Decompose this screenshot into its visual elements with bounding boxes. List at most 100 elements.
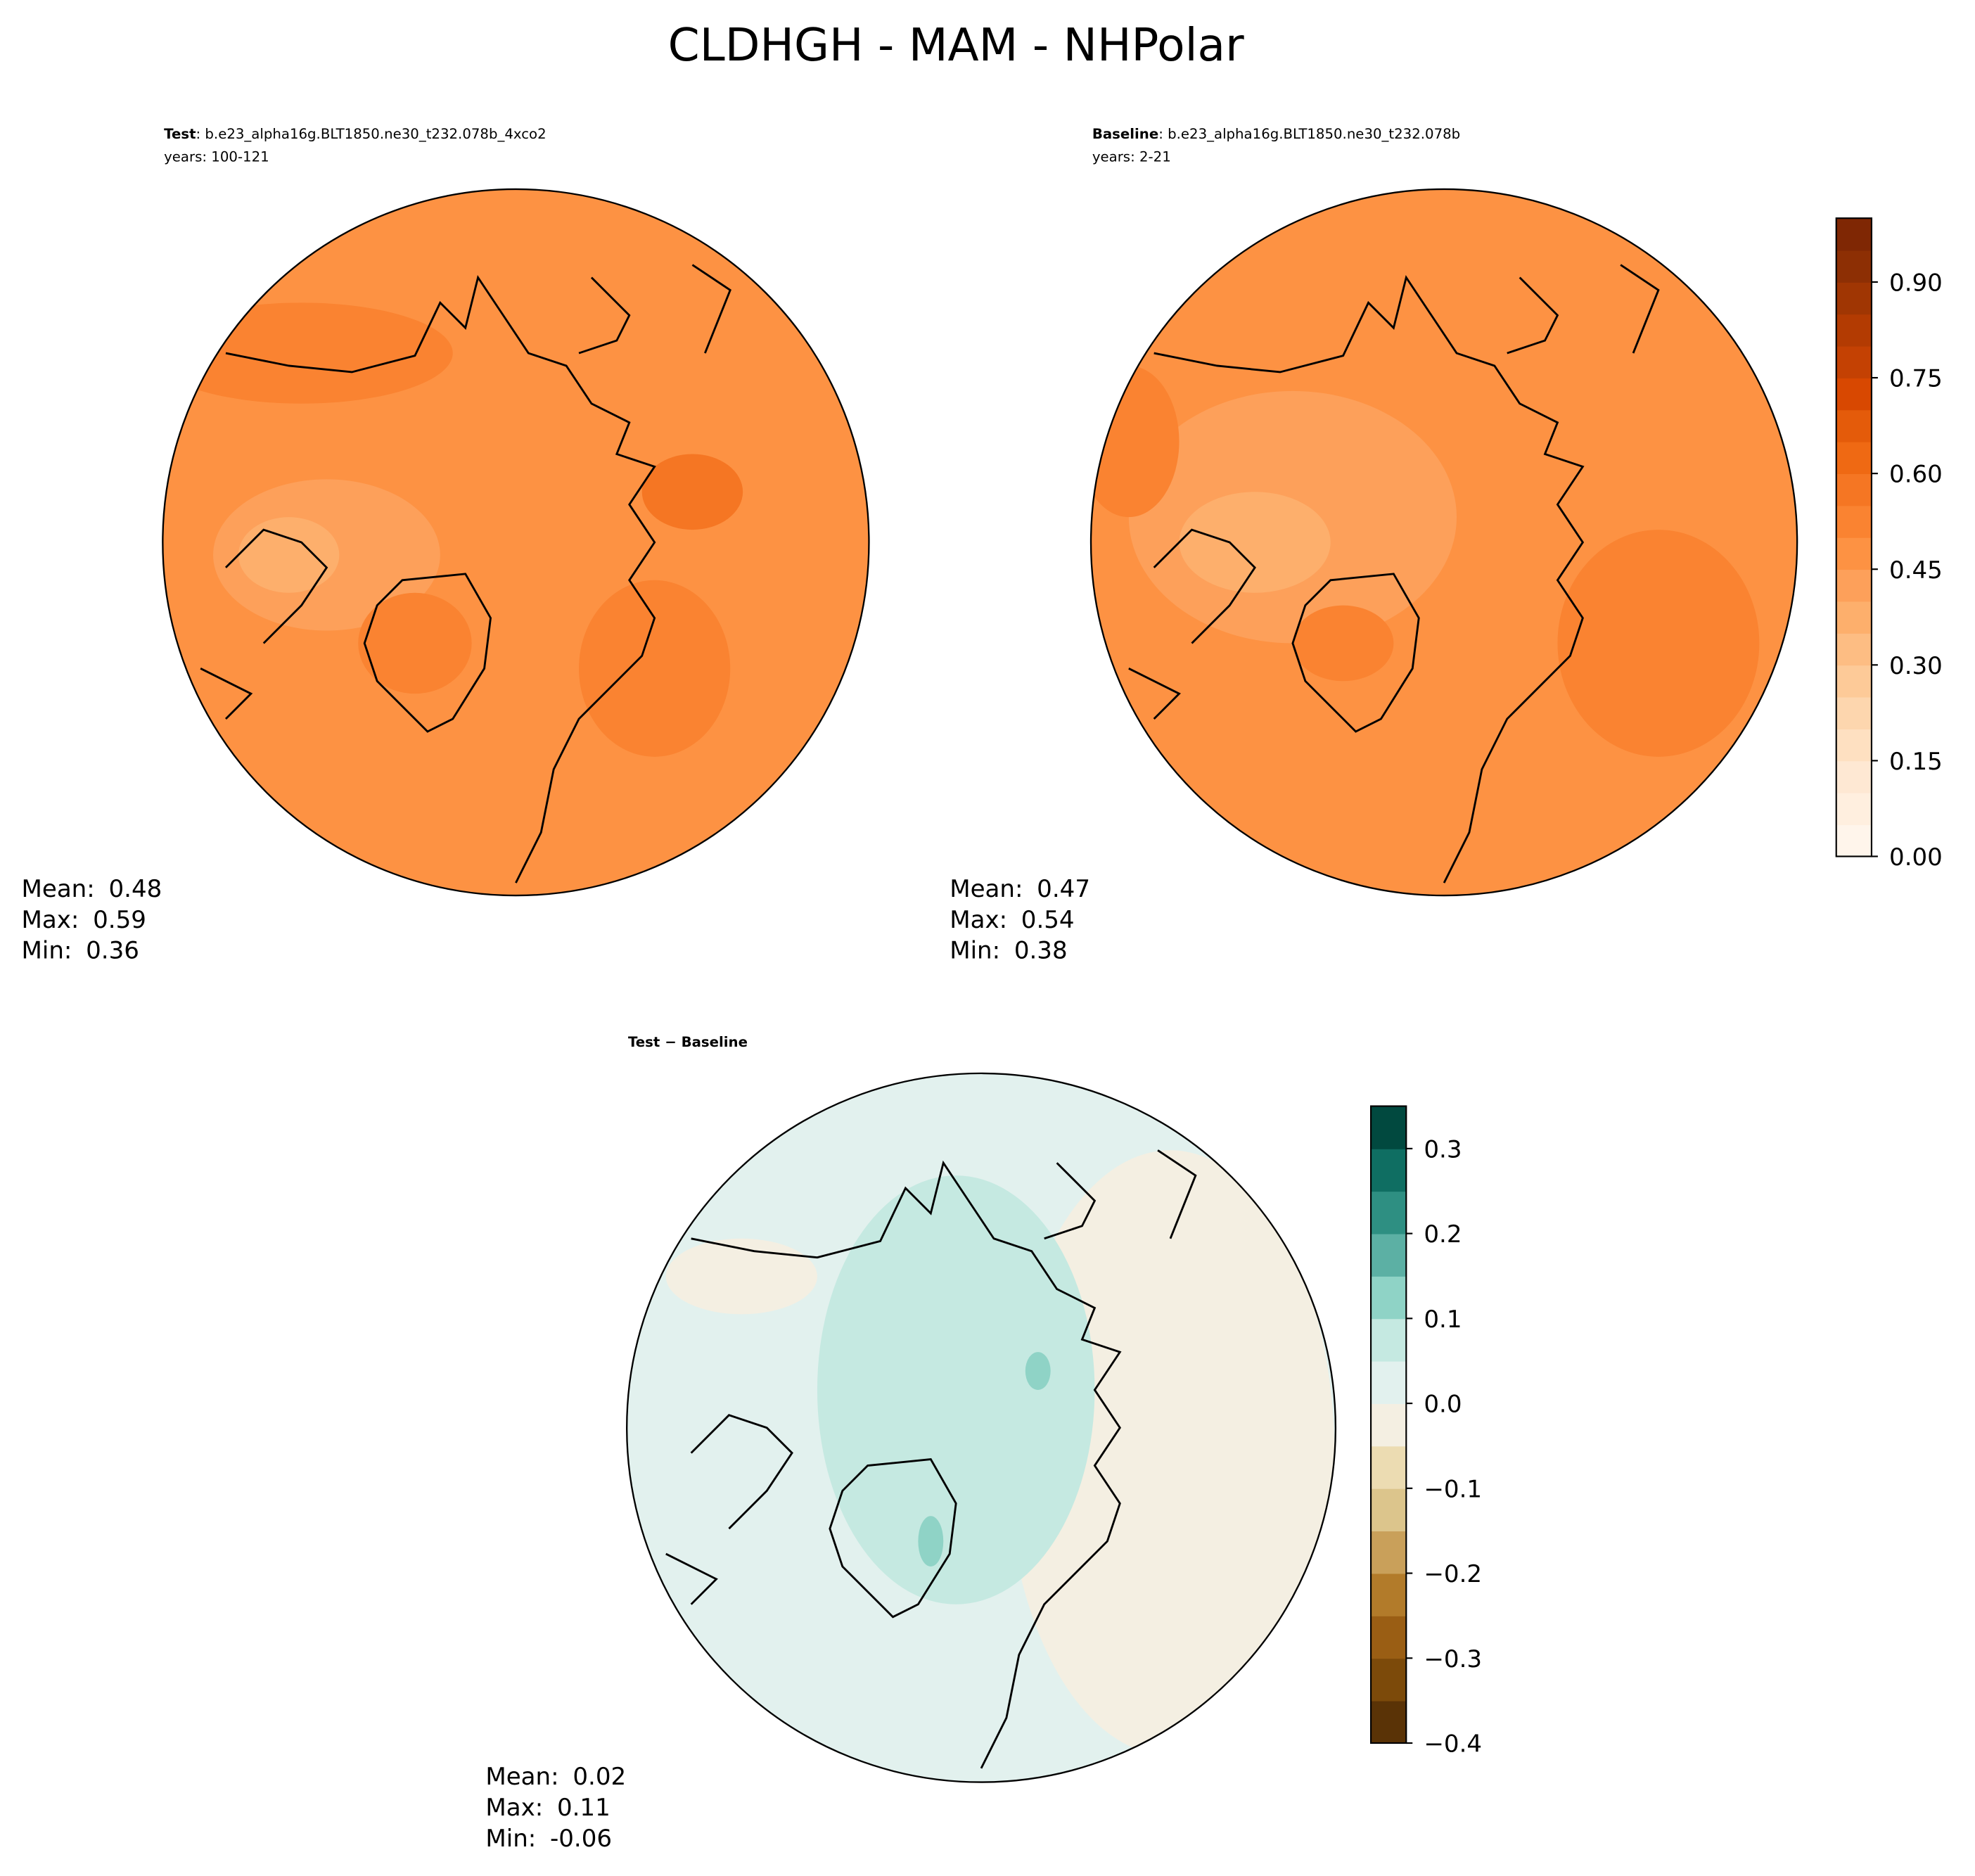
colorbar-tick-label: 0.3 [1424, 1135, 1462, 1163]
colorbar-band [1836, 729, 1872, 762]
colorbar-tick-label: 0.0 [1424, 1391, 1462, 1419]
map-field [1091, 189, 1798, 896]
title-bold: Baseline [1092, 126, 1158, 142]
field-contour [1292, 605, 1394, 682]
colorbar-tick-label: 0.30 [1889, 652, 1943, 680]
stat-value: 0.59 [93, 906, 146, 934]
colorbar-band [1836, 409, 1872, 442]
colorbar-band [1371, 1233, 1407, 1277]
figure-title: CLDHGH - MAM - NHPolar [668, 19, 1244, 72]
title-rest: : b.e23_alpha16g.BLT1850.ne30_t232.078b [1158, 126, 1460, 142]
stat-value: 0.11 [557, 1794, 611, 1822]
stat-value: 0.38 [1014, 937, 1068, 965]
colorbar-band [1836, 632, 1872, 666]
title-bold: Test [164, 126, 196, 142]
colorbar-band [1836, 792, 1872, 826]
colorbar-band [1371, 1573, 1407, 1616]
stat-label: Mean: [485, 1763, 558, 1791]
colorbar-band [1836, 569, 1872, 602]
stat: Mean: 0.48 [22, 875, 162, 903]
colorbar-tick-label: −0.3 [1424, 1645, 1482, 1673]
field-contour [641, 454, 743, 530]
colorbar-band [1836, 601, 1872, 634]
title-bold: Test − Baseline [628, 1034, 748, 1050]
colorbar-band [1371, 1446, 1407, 1489]
colorbar-band [1836, 441, 1872, 475]
map-subtitle: years: 2-21 [1092, 149, 1171, 165]
stat: Min: 0.38 [950, 937, 1067, 965]
map-field [627, 1073, 1336, 1782]
colorbar-band [1371, 1403, 1407, 1447]
stat-label: Mean: [950, 875, 1023, 903]
colorbar-band [1836, 537, 1872, 570]
colorbar-band [1371, 1531, 1407, 1574]
colorbar-band [1836, 696, 1872, 729]
colorbar-band [1836, 665, 1872, 698]
field-contour [1179, 492, 1331, 593]
colorbar-band [1836, 345, 1872, 378]
map-title: Test: b.e23_alpha16g.BLT1850.ne30_t232.0… [164, 126, 547, 142]
field-contour [665, 1238, 817, 1315]
colorbar-band [1836, 281, 1872, 315]
coastline [665, 1149, 1197, 1769]
stat-value: -0.06 [550, 1825, 612, 1853]
field-contour [1025, 1352, 1051, 1390]
stat-label: Mean: [22, 875, 95, 903]
map-boundary [1089, 188, 1798, 897]
colorbar-band [1371, 1148, 1407, 1192]
stat: Mean: 0.47 [950, 875, 1090, 903]
map-title: Baseline: b.e23_alpha16g.BLT1850.ne30_t2… [1092, 126, 1460, 142]
map-title: Test − Baseline [628, 1034, 748, 1050]
coastline [200, 264, 731, 883]
colorbar-band [1371, 1191, 1407, 1234]
colorbar-band [1836, 824, 1872, 857]
field-contour [817, 1175, 1095, 1604]
map-boundary [162, 188, 870, 897]
field-contour [358, 592, 472, 694]
colorbar-band [1836, 760, 1872, 793]
field-contour [1557, 530, 1760, 757]
colorbar-band [1371, 1360, 1407, 1404]
stat-label: Max: [485, 1794, 543, 1822]
coastline [1128, 264, 1660, 883]
colorbar-band [1371, 1615, 1407, 1659]
colorbar-tick-label: 0.90 [1889, 269, 1943, 297]
colorbar-band [1371, 1658, 1407, 1702]
stat-value: 0.02 [573, 1763, 626, 1791]
colorbar-tick-label: 0.15 [1889, 748, 1943, 776]
colorbar-band [1371, 1275, 1407, 1320]
colorbar-band [1836, 314, 1872, 347]
colorbar-tick-label: 0.00 [1889, 843, 1943, 872]
colorbar-band [1371, 1318, 1407, 1362]
colorbar-frame [1835, 217, 1873, 857]
stat-label: Max: [22, 906, 79, 934]
colorbar-band [1836, 378, 1872, 411]
colorbar-tick-label: −0.4 [1424, 1730, 1482, 1759]
map-subtitle: years: 100-121 [164, 149, 269, 165]
colorbar-band [1836, 250, 1872, 283]
stat-label: Min: [22, 937, 72, 965]
stat: Min: 0.36 [22, 937, 139, 965]
colorbar-tick-label: 0.45 [1889, 556, 1943, 585]
stat: Max: 0.11 [485, 1794, 610, 1822]
colorbar-tick-label: −0.1 [1424, 1475, 1482, 1503]
colorbar-band [1371, 1106, 1407, 1149]
field-contour [579, 580, 731, 757]
colorbar-tick-label: −0.2 [1424, 1560, 1482, 1588]
colorbar-band [1371, 1488, 1407, 1532]
colorbar-tick-label: 0.60 [1889, 461, 1943, 489]
colorbar-band [1836, 218, 1872, 251]
field-contour [918, 1516, 944, 1566]
stat-value: 0.54 [1021, 906, 1075, 934]
field-contour [1006, 1150, 1335, 1756]
stat: Max: 0.59 [22, 906, 146, 934]
stat-value: 0.47 [1037, 875, 1090, 903]
stat: Mean: 0.02 [485, 1763, 626, 1791]
colorbar-tick-label: 0.2 [1424, 1220, 1462, 1249]
colorbar-band [1836, 473, 1872, 506]
stat: Max: 0.54 [950, 906, 1074, 934]
stat-value: 0.36 [86, 937, 139, 965]
stat-value: 0.48 [108, 875, 162, 903]
colorbar-tick-label: 0.1 [1424, 1306, 1462, 1334]
